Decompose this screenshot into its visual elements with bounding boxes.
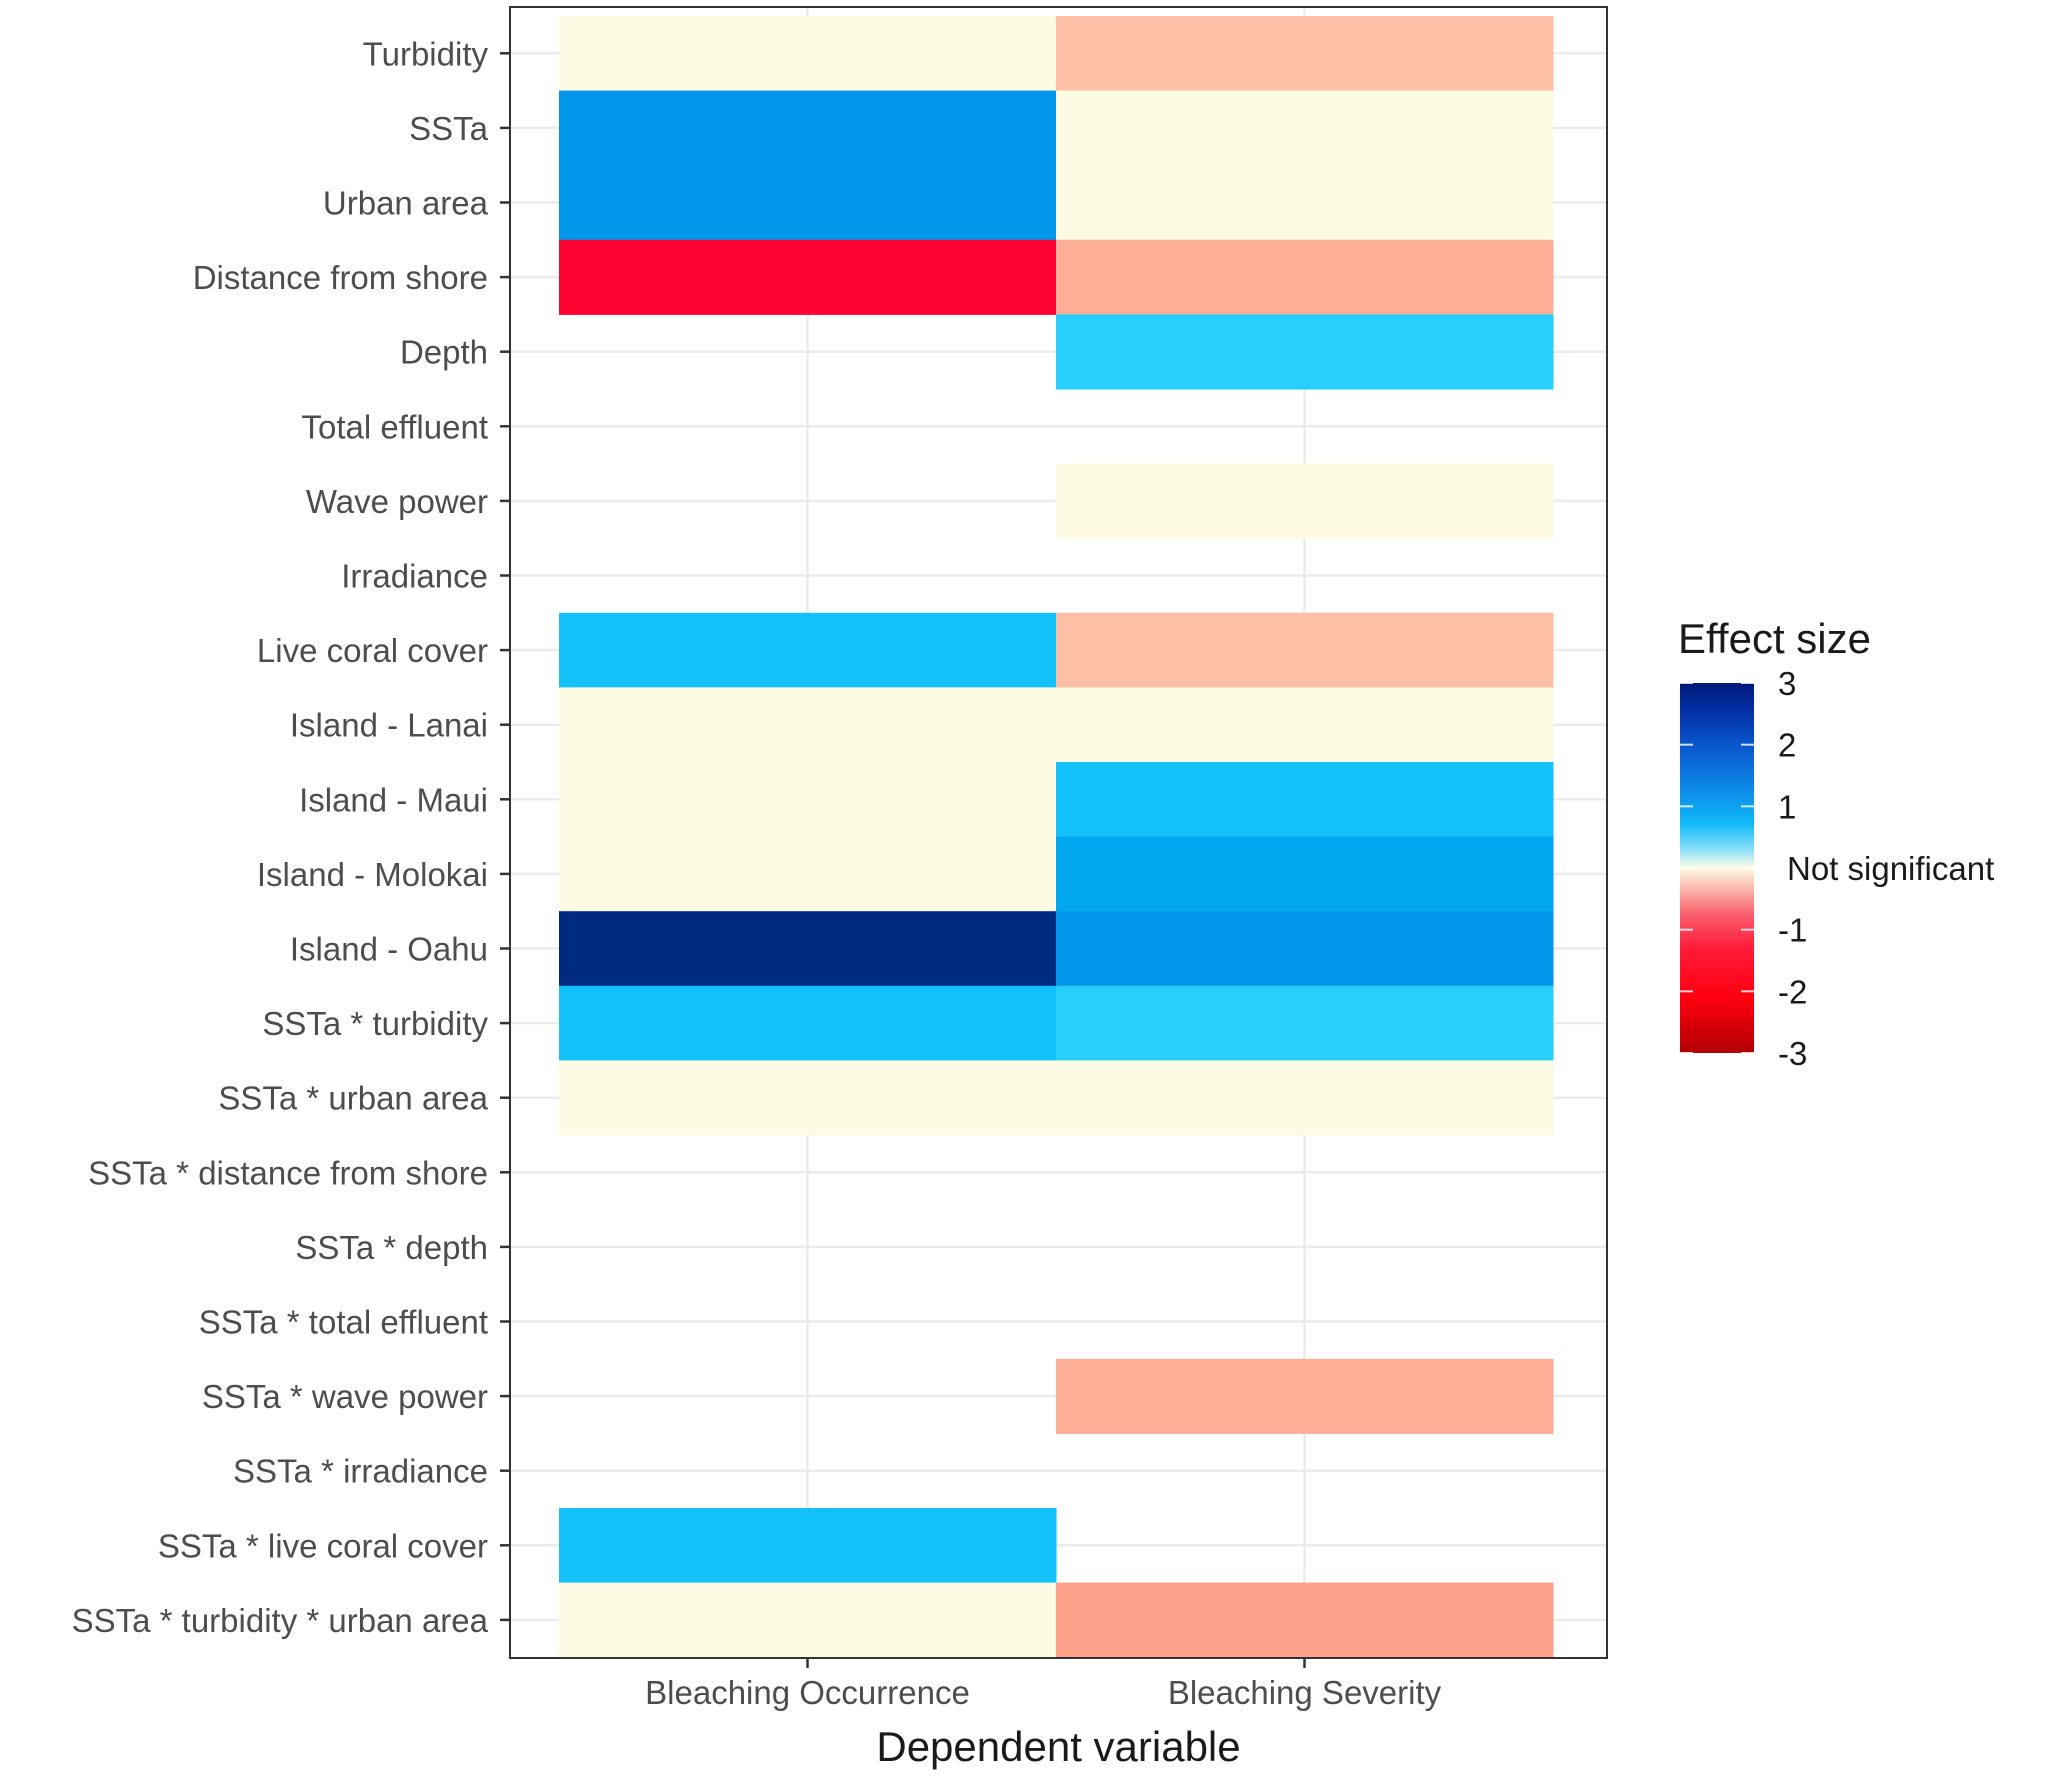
tile-island-oahu-bleaching-occurrence	[559, 911, 1057, 987]
y-tick-label: SSTa * depth	[295, 1229, 488, 1266]
y-tick-label: Urban area	[323, 185, 489, 222]
y-tick-label: SSTa * turbidity * urban area	[72, 1602, 489, 1639]
colorbar-tick-label: Not significant	[1787, 850, 1994, 887]
y-tick-label: Island - Maui	[299, 781, 488, 818]
tile-distance-from-shore-bleaching-occurrence	[559, 239, 1057, 315]
x-tick-label: Bleaching Severity	[1168, 1674, 1442, 1711]
y-tick-label: Distance from shore	[193, 259, 488, 296]
panel-border	[509, 6, 1608, 1659]
tile-ssta-turbidity-urban-area-bleaching-occurrence	[559, 1582, 1057, 1658]
y-tick-label: SSTa * total effluent	[199, 1304, 488, 1341]
colorbar-tick-label: 2	[1778, 727, 1796, 764]
tile-ssta-bleaching-occurrence	[559, 90, 1057, 166]
y-tick-label: SSTa * irradiance	[233, 1453, 488, 1490]
colorbar-tick-label: 3	[1778, 665, 1796, 702]
colorbar-tick-label: 1	[1778, 788, 1796, 825]
tile-island-molokai-bleaching-severity	[1056, 836, 1554, 912]
legend-title: Effect size	[1678, 615, 1871, 662]
x-tick-label: Bleaching Occurrence	[645, 1674, 970, 1711]
y-tick-label: Wave power	[306, 483, 488, 520]
axes: Turbidity SSTa Urban area Distance from sho…	[72, 35, 1442, 1711]
tile-wave-power-bleaching-severity	[1056, 463, 1554, 539]
tile-ssta-turbidity-urban-area-bleaching-severity	[1056, 1582, 1554, 1658]
y-tick-label: Total effluent	[301, 408, 488, 445]
tile-urban-area-bleaching-severity	[1056, 165, 1554, 241]
y-tick-label: Island - Molokai	[257, 856, 488, 893]
tile-ssta-urban-area-bleaching-severity	[1056, 1060, 1554, 1136]
y-tick-label: Irradiance	[341, 558, 488, 595]
y-tick-label: Live coral cover	[257, 632, 488, 669]
tile-turbidity-bleaching-occurrence	[559, 16, 1057, 92]
tile-urban-area-bleaching-occurrence	[559, 165, 1057, 241]
tile-depth-bleaching-severity	[1056, 314, 1554, 390]
y-tick-label: Island - Lanai	[290, 707, 488, 744]
colorbar-tick-label: -3	[1778, 1035, 1807, 1072]
y-tick-label: SSTa * distance from shore	[88, 1154, 488, 1191]
tile-ssta-turbidity-bleaching-severity	[1056, 985, 1554, 1061]
colorbar-tick-label: -2	[1778, 973, 1807, 1010]
tile-island-molokai-bleaching-occurrence	[559, 836, 1057, 912]
tile-island-oahu-bleaching-severity	[1056, 911, 1554, 987]
heatmap-tiles	[559, 16, 1554, 1658]
tile-ssta-turbidity-bleaching-occurrence	[559, 985, 1057, 1061]
tile-turbidity-bleaching-severity	[1056, 16, 1554, 92]
tile-island-maui-bleaching-severity	[1056, 762, 1554, 838]
tile-ssta-bleaching-severity	[1056, 90, 1554, 166]
tile-island-lanai-bleaching-severity	[1056, 687, 1554, 763]
colorbar-ticks: 3 2 1 Not significant -1 -2 -3	[1680, 665, 1994, 1072]
y-tick-label: Island - Oahu	[290, 931, 488, 968]
tile-live-coral-cover-bleaching-severity	[1056, 612, 1554, 688]
x-axis-title: Dependent variable	[876, 1723, 1240, 1770]
y-tick-label: SSTa * turbidity	[262, 1005, 488, 1042]
tile-island-maui-bleaching-occurrence	[559, 762, 1057, 838]
tile-live-coral-cover-bleaching-occurrence	[559, 612, 1057, 688]
tile-ssta-urban-area-bleaching-occurrence	[559, 1060, 1057, 1136]
y-tick-label: Turbidity	[363, 35, 489, 72]
tile-ssta-wave-power-bleaching-severity	[1056, 1358, 1554, 1434]
colorbar-legend: Effect size 3 2 1 Not significant -1 -2 -3	[1678, 615, 1994, 1072]
y-tick-label: SSTa * wave power	[202, 1378, 488, 1415]
tile-distance-from-shore-bleaching-severity	[1056, 239, 1554, 315]
tile-ssta-live-coral-cover-bleaching-occurrence	[559, 1508, 1057, 1584]
y-tick-label: Depth	[400, 334, 488, 371]
y-tick-label: SSTa * urban area	[218, 1080, 488, 1117]
tile-island-lanai-bleaching-occurrence	[559, 687, 1057, 763]
colorbar-tick-label: -1	[1778, 912, 1807, 949]
y-tick-label: SSTa	[409, 110, 489, 147]
y-tick-label: SSTa * live coral cover	[158, 1527, 488, 1564]
